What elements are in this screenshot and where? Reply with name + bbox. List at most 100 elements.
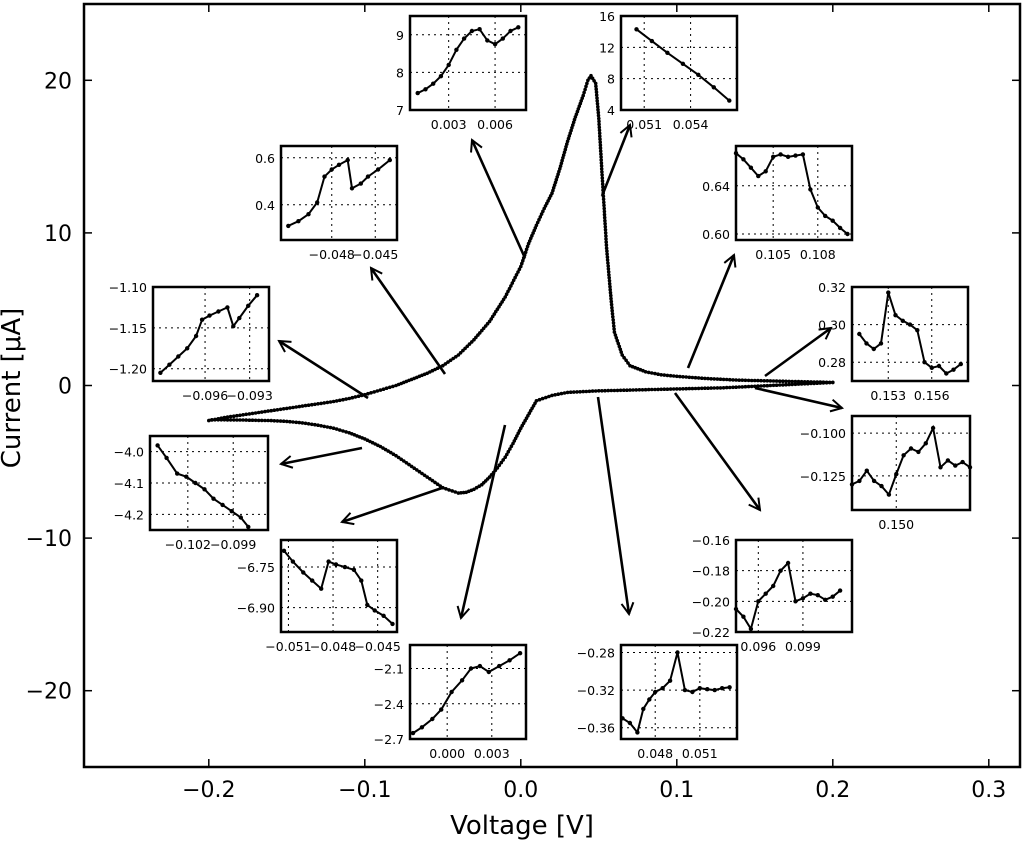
cv-point bbox=[753, 378, 757, 383]
inset-arrow bbox=[596, 396, 629, 614]
inset-point bbox=[634, 27, 639, 32]
cv-point bbox=[514, 273, 519, 277]
cv-point bbox=[540, 396, 545, 401]
inset-point bbox=[771, 154, 776, 159]
cv-point bbox=[595, 102, 600, 106]
inset-point bbox=[711, 85, 716, 90]
inset-point bbox=[193, 333, 199, 339]
cv-point bbox=[441, 363, 445, 368]
inset-point bbox=[929, 365, 934, 370]
cv-point bbox=[574, 112, 579, 117]
cv-point bbox=[765, 383, 770, 388]
cv-point bbox=[687, 375, 692, 380]
cv-point bbox=[612, 388, 617, 393]
inset-x-tick-label: 0.003 bbox=[431, 117, 467, 132]
cv-point bbox=[684, 386, 688, 391]
cv-point bbox=[272, 408, 277, 413]
cv-point bbox=[618, 388, 623, 393]
cv-point bbox=[207, 418, 211, 423]
cv-point bbox=[409, 464, 414, 469]
inset-x-tick-label: −0.048 bbox=[310, 639, 356, 654]
inset-y-tick-label: 12 bbox=[599, 40, 615, 55]
inset-point bbox=[916, 449, 921, 455]
cv-point bbox=[606, 388, 610, 393]
cv-point bbox=[793, 382, 798, 387]
cv-point bbox=[389, 450, 393, 455]
cv-point bbox=[402, 459, 406, 463]
cv-point bbox=[519, 264, 523, 269]
cv-point bbox=[381, 387, 386, 392]
inset-point bbox=[431, 81, 436, 86]
inset-y-tick-label: 16 bbox=[599, 9, 615, 24]
cv-point bbox=[603, 221, 607, 226]
cv-point bbox=[319, 401, 323, 406]
inset-point bbox=[333, 562, 339, 567]
inset-arrow bbox=[472, 140, 527, 259]
cv-point bbox=[256, 418, 261, 423]
cv-point bbox=[551, 188, 555, 193]
cv-point bbox=[602, 215, 607, 220]
cv-point bbox=[637, 388, 642, 392]
cv-point bbox=[759, 384, 763, 388]
inset-point bbox=[808, 591, 813, 596]
cv-point bbox=[250, 418, 255, 423]
cv-point bbox=[565, 390, 570, 395]
cv-point bbox=[619, 350, 623, 354]
cv-point bbox=[600, 389, 604, 393]
inset-point bbox=[185, 346, 190, 351]
cv-point bbox=[646, 370, 651, 375]
cv-point bbox=[628, 388, 632, 392]
cv-point bbox=[470, 340, 474, 344]
cv-point bbox=[503, 295, 508, 299]
cv-point bbox=[656, 372, 660, 377]
cv-point bbox=[787, 382, 791, 387]
inset-plot: 0.000 0.003 −2.7 −2.4 −2.1 bbox=[374, 643, 528, 761]
cv-point bbox=[383, 447, 388, 452]
inset-point bbox=[438, 74, 444, 79]
cv-point bbox=[253, 418, 258, 423]
cv-point bbox=[610, 312, 615, 316]
cv-point bbox=[612, 324, 616, 328]
cv-point bbox=[562, 391, 567, 395]
cv-point bbox=[446, 360, 450, 364]
inset-point bbox=[193, 480, 198, 486]
cv-point bbox=[306, 403, 311, 408]
cv-point bbox=[597, 119, 601, 124]
inset-point bbox=[878, 341, 884, 346]
cv-point bbox=[675, 374, 679, 379]
inset-arrow bbox=[281, 446, 363, 464]
inset-y-tick-label: 7 bbox=[396, 103, 404, 118]
cv-point bbox=[743, 384, 748, 389]
cv-point bbox=[404, 461, 409, 465]
cv-point bbox=[250, 411, 255, 416]
inset-y-tick-label: −2.7 bbox=[374, 732, 404, 747]
inset-x-tick-label: 0.003 bbox=[474, 746, 510, 761]
cv-point bbox=[497, 463, 502, 468]
cv-point bbox=[263, 409, 267, 414]
cv-point bbox=[300, 421, 305, 425]
inset-point bbox=[667, 678, 673, 683]
cv-point bbox=[325, 400, 330, 405]
inset-point bbox=[155, 443, 160, 448]
inset-point bbox=[830, 218, 835, 223]
inset-point bbox=[647, 697, 652, 702]
inset-point bbox=[696, 72, 701, 78]
cv-point bbox=[499, 460, 504, 465]
cv-point bbox=[589, 73, 593, 78]
cv-point bbox=[650, 387, 654, 392]
cv-point bbox=[558, 164, 563, 168]
cv-point bbox=[687, 386, 692, 391]
cv-point bbox=[331, 426, 336, 431]
cv-point bbox=[602, 206, 606, 211]
inset-point bbox=[907, 322, 913, 327]
inset-point bbox=[748, 165, 754, 170]
cv-point bbox=[559, 161, 564, 166]
cv-point bbox=[796, 382, 801, 386]
inset-point bbox=[449, 689, 454, 695]
inset-point bbox=[315, 200, 320, 205]
cv-point bbox=[731, 378, 735, 382]
inset-point bbox=[823, 597, 828, 602]
inset-point bbox=[945, 458, 951, 463]
cv-point bbox=[671, 374, 676, 378]
cv-point bbox=[425, 475, 430, 479]
